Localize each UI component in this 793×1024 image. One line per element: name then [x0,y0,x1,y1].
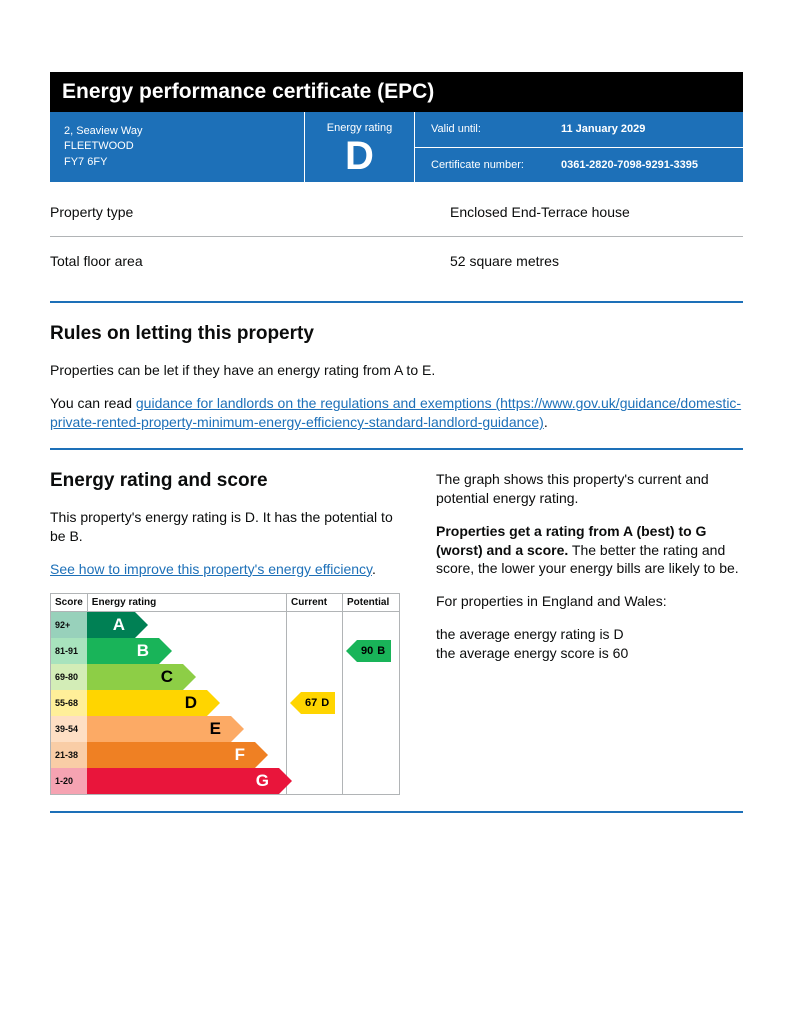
band-score: 1-20 [51,768,87,794]
potential-marker: 90B [357,640,391,662]
rules-link-para: You can read guidance for landlords on t… [50,394,743,432]
band-row: 39-54E [51,716,286,742]
band-score: 55-68 [51,690,87,716]
band-score: 69-80 [51,664,87,690]
score-heading: Energy rating and score [50,470,400,492]
band-bar: E [87,716,231,742]
band-row: 81-91B [51,638,286,664]
property-details: Property type Enclosed End-Terrace house… [50,188,743,285]
band-bar: A [87,612,135,638]
energy-rating-chart: Score Energy rating Current Potential 92… [50,593,400,795]
band-row: 21-38F [51,742,286,768]
band-bar: D [87,690,207,716]
valid-until-value: 11 January 2029 [561,123,645,135]
prop-key: Property type [50,204,450,220]
valid-until-label: Valid until: [431,123,561,135]
band-score: 92+ [51,612,87,638]
avg-line: the average energy rating is D [436,625,743,644]
band-row: 55-68D [51,690,286,716]
band-bar: G [87,768,279,794]
band-bar: F [87,742,255,768]
chart-header: Score Energy rating Current Potential [51,594,399,612]
meta-block: Valid until: 11 January 2029 Certificate… [415,112,743,182]
text: . [544,414,548,430]
band-score: 39-54 [51,716,87,742]
section-divider [50,301,743,303]
cert-number-label: Certificate number: [431,159,561,171]
address-block: 2, Seaview Way FLEETWOOD FY7 6FY [50,112,305,182]
col-current: Current [287,594,343,611]
score-text: This property's energy rating is D. It h… [50,508,400,546]
current-marker: 67D [301,692,335,714]
improve-efficiency-link[interactable]: See how to improve this property's energ… [50,561,372,577]
potential-column: 90B [343,612,399,794]
section-divider [50,448,743,450]
prop-val: Enclosed End-Terrace house [450,204,630,220]
table-row: Total floor area 52 square metres [50,237,743,285]
section-divider [50,811,743,813]
summary-panel: 2, Seaview Way FLEETWOOD FY7 6FY Energy … [50,112,743,182]
band-score: 21-38 [51,742,87,768]
avg-line: the average energy score is 60 [436,644,743,663]
rating-label: Energy rating [305,122,414,134]
cert-number-value: 0361-2820-7098-9291-3395 [561,159,698,171]
current-column: 67D [287,612,343,794]
band-score: 81-91 [51,638,87,664]
address-line: FY7 6FY [64,155,290,170]
rules-text: Properties can be let if they have an en… [50,361,743,380]
address-line: 2, Seaview Way [64,124,290,139]
graph-intro: The graph shows this property's current … [436,470,743,508]
table-row: Property type Enclosed End-Terrace house [50,188,743,237]
rating-cell: Energy rating D [305,112,415,182]
text: You can read [50,395,136,411]
prop-key: Total floor area [50,253,450,269]
band-row: 92+A [51,612,286,638]
rating-letter: D [305,136,414,176]
band-bar: C [87,664,183,690]
rules-heading: Rules on letting this property [50,323,743,345]
rating-explain: Properties get a rating from A (best) to… [436,522,743,579]
band-row: 1-20G [51,768,286,794]
band-bar: B [87,638,159,664]
col-potential: Potential [343,594,399,611]
prop-val: 52 square metres [450,253,559,269]
address-line: FLEETWOOD [64,139,290,154]
bands-column: 92+A81-91B69-80C55-68D39-54E21-38F1-20G [51,612,287,794]
col-score: Score [51,594,88,611]
avg-intro: For properties in England and Wales: [436,592,743,611]
landlord-guidance-link[interactable]: guidance for landlords on the regulation… [50,395,741,430]
page-title: Energy performance certificate (EPC) [50,72,743,112]
col-rating: Energy rating [88,594,287,611]
band-row: 69-80C [51,664,286,690]
